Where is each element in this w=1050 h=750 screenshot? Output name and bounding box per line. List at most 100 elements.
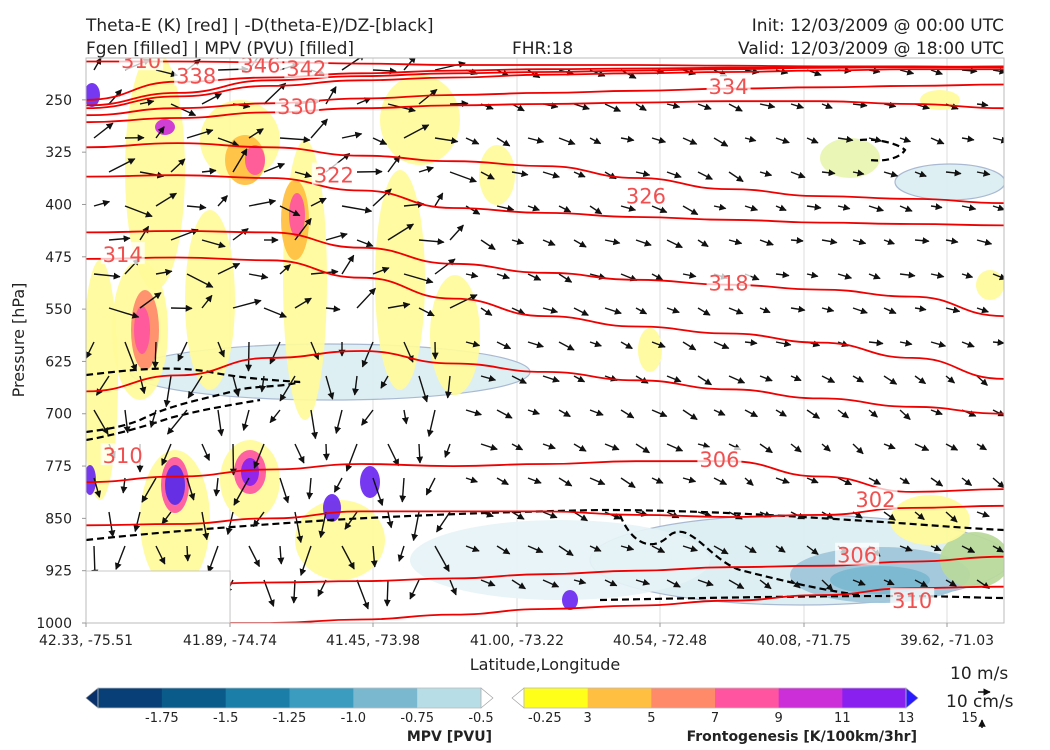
wind-vector [279, 375, 296, 402]
colorbar-tick-label: 15 [961, 711, 978, 726]
wind-vector [511, 307, 526, 315]
wind-vector [93, 409, 109, 435]
wind-vector [310, 118, 328, 139]
wind-vector [775, 545, 786, 553]
wind-vector [418, 166, 434, 173]
wind-vector [133, 511, 141, 533]
colorbar-segment [651, 688, 716, 708]
theta-e-contour [86, 555, 1004, 589]
theta-e-contour-label: 330 [277, 95, 317, 119]
wind-vector [682, 409, 698, 421]
theta-e-label-bg [706, 270, 751, 293]
wind-vector [651, 409, 668, 418]
wind-vector [744, 339, 758, 347]
fgen-region [360, 466, 380, 498]
wind-vector [837, 135, 854, 143]
wind-vector [277, 545, 285, 565]
wind-vector [930, 68, 943, 76]
wind-vector [837, 477, 853, 486]
wind-vector [259, 375, 267, 393]
y-tick-label: 550 [45, 302, 72, 318]
wind-vector [269, 341, 281, 365]
theta-e-contour [86, 66, 1004, 107]
wind-vector [759, 375, 773, 382]
wind-vector [279, 264, 291, 275]
wind-vector [976, 306, 989, 314]
wind-vector [155, 192, 177, 207]
wind-vector [183, 545, 191, 562]
wind-vector [263, 162, 286, 173]
wind-vector [589, 340, 602, 348]
wind-vector [682, 205, 699, 216]
wind-vector [217, 137, 240, 147]
wind-vector [961, 341, 975, 348]
wind-vector [511, 375, 527, 384]
wind-vector [852, 307, 868, 315]
wind-vector [86, 341, 95, 359]
y-tick-label: 250 [45, 93, 72, 109]
wind-vector [666, 171, 682, 179]
wind-vector [930, 477, 944, 487]
wind-vector [604, 511, 622, 520]
wind-vector [310, 197, 327, 207]
colorbar-tick-label: 7 [711, 711, 719, 726]
wind-vector [141, 477, 157, 503]
wind-vector [899, 271, 916, 279]
wind-vector [945, 375, 956, 384]
wind-vector [527, 136, 545, 144]
y-tick-label: 400 [45, 197, 72, 213]
colorbar-tick-label: 11 [834, 711, 851, 726]
wind-vector [542, 239, 556, 246]
wind-vector [744, 204, 759, 212]
wind-vector [317, 579, 327, 597]
wind-vector [248, 128, 264, 139]
wind-vector [108, 307, 140, 319]
wind-vector [852, 238, 867, 246]
colorbar-segment [842, 688, 907, 708]
wind-vector [93, 122, 114, 139]
wind-vector [899, 205, 913, 212]
fgen-region [245, 145, 265, 175]
wind-vector [930, 544, 942, 552]
wind-vector [775, 409, 787, 417]
fgen-region [940, 532, 1004, 588]
wind-vector [232, 298, 262, 309]
wind-vector [416, 443, 424, 464]
wind-vector [558, 273, 573, 283]
wind-vector [666, 579, 681, 588]
wind-vector [480, 375, 497, 382]
wind-vector [744, 477, 754, 486]
wind-vector [480, 510, 494, 518]
y-axis: 250 325 400 475 550 625 700 775 850 925 1000 [36, 93, 86, 632]
wind-vector [775, 137, 790, 144]
wind-vector [806, 409, 820, 419]
wind-vector [852, 169, 865, 177]
theta-e-contour [86, 460, 1004, 493]
wind-vector [961, 477, 973, 486]
wind-vector [666, 375, 682, 383]
colorbar-segment [353, 688, 418, 708]
wind-vector [914, 443, 930, 451]
theta-e-label-bg [284, 58, 329, 78]
theta-e-label-bg [835, 542, 880, 565]
wind-vector [115, 545, 126, 570]
wind-vector [418, 375, 429, 403]
fgen-region [430, 275, 480, 395]
wind-vector [651, 136, 667, 144]
wind-vector [790, 443, 802, 453]
wind-vector [573, 239, 587, 248]
wind-vector [620, 477, 636, 489]
wind-vector [449, 294, 478, 309]
wind-vector [961, 67, 978, 75]
wind-vector [635, 103, 647, 111]
wind-vector [263, 307, 287, 318]
wind-vector [279, 205, 301, 217]
colorbar-segment [161, 688, 227, 708]
wind-vector [149, 409, 157, 428]
wind-vector [444, 443, 451, 458]
wind-vector [325, 375, 335, 400]
wind-vector [480, 443, 498, 451]
wind-vector [558, 409, 571, 418]
wind-vector [651, 273, 664, 281]
